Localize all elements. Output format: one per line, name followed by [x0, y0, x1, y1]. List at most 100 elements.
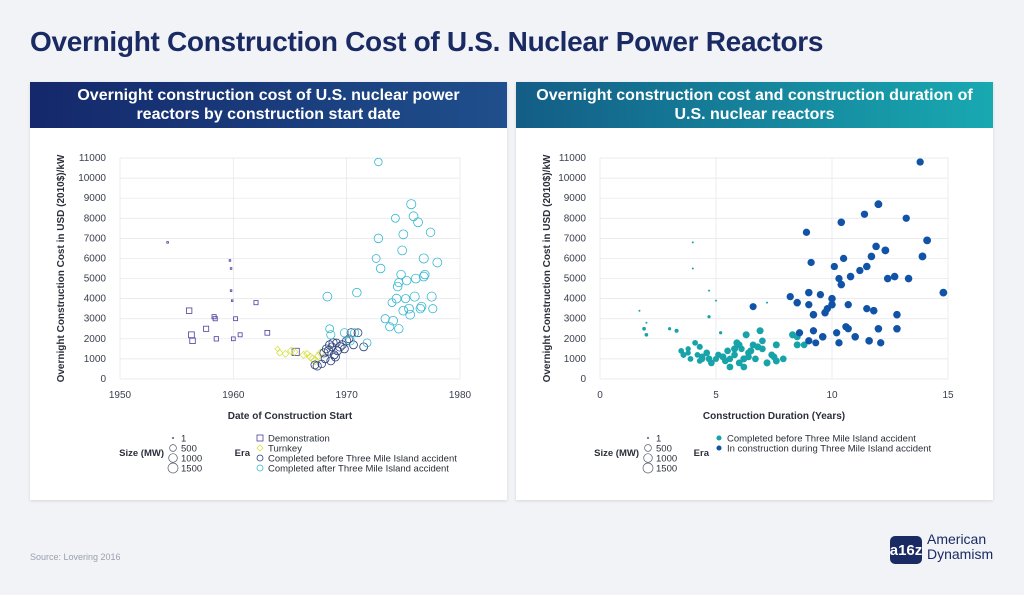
data-point	[742, 331, 750, 339]
y-tick-label: 3000	[564, 314, 587, 325]
data-point	[667, 327, 672, 331]
legend-size-label: 1	[181, 434, 186, 445]
legend-size-marker	[168, 453, 178, 463]
data-point	[816, 290, 825, 299]
data-point	[374, 157, 383, 167]
data-point	[703, 349, 711, 357]
data-point	[233, 316, 238, 322]
left-chart-panel: Overnight construction cost of U.S. nucl…	[30, 82, 507, 500]
data-point	[413, 217, 423, 228]
legend-size-label: 1500	[656, 464, 677, 475]
y-tick-label: 6000	[564, 253, 587, 264]
legend-size-label: 1000	[656, 454, 677, 465]
y-tick-label: 2000	[84, 334, 107, 345]
data-point	[692, 339, 699, 346]
data-point	[902, 214, 910, 222]
data-point	[759, 345, 766, 353]
data-point	[396, 269, 406, 280]
x-tick-label: 0	[597, 390, 603, 401]
data-point	[371, 254, 381, 263]
data-point	[402, 275, 412, 286]
legend-size-marker	[642, 462, 654, 474]
data-point	[745, 353, 752, 361]
legend-era-label: Turnkey	[268, 444, 302, 455]
legend-era-title: Era	[235, 448, 251, 459]
data-point	[310, 356, 320, 366]
data-point	[404, 303, 414, 314]
data-point	[264, 329, 271, 336]
logo-line-1: American	[927, 531, 987, 547]
data-point	[405, 309, 415, 320]
data-point	[212, 316, 218, 322]
right-panel-header: Overnight construction cost and construc…	[516, 82, 993, 128]
data-point	[185, 307, 193, 314]
data-point	[786, 292, 794, 301]
data-point	[832, 329, 841, 337]
y-tick-label: 8000	[564, 213, 587, 224]
legend-era-label: Completed before Three Mile Island accid…	[727, 434, 916, 445]
data-point	[835, 274, 843, 283]
data-point	[322, 291, 333, 302]
data-point	[772, 357, 780, 365]
data-point	[874, 200, 883, 209]
data-point	[345, 336, 355, 346]
x-axis-title: Construction Duration (Years)	[703, 411, 845, 422]
data-point	[409, 291, 420, 302]
data-point	[398, 229, 409, 240]
x-tick-label: 15	[942, 390, 954, 401]
data-point	[837, 218, 846, 227]
legend-size-marker	[169, 444, 177, 452]
data-point	[228, 259, 232, 262]
data-point	[863, 305, 871, 313]
x-tick-label: 1970	[336, 390, 359, 401]
data-point	[805, 301, 813, 309]
data-point	[726, 363, 734, 371]
data-point	[213, 336, 219, 342]
y-tick-label: 5000	[564, 274, 587, 285]
legend-size-marker	[644, 444, 652, 452]
data-point	[802, 228, 811, 236]
legend-era-marker	[256, 454, 264, 462]
data-point	[425, 227, 436, 238]
data-point	[844, 301, 852, 309]
data-point	[747, 347, 755, 355]
data-point	[344, 334, 354, 344]
data-point	[731, 345, 739, 353]
data-point	[698, 355, 706, 363]
data-point	[229, 267, 233, 270]
data-point	[397, 245, 408, 256]
data-point	[406, 199, 417, 210]
data-point	[391, 213, 400, 223]
data-point	[865, 337, 873, 345]
y-tick-label: 9000	[84, 193, 107, 204]
data-point	[203, 325, 210, 332]
legend-era-marker	[256, 444, 264, 452]
y-tick-label: 10000	[78, 173, 106, 184]
data-point	[362, 338, 372, 348]
legend-era-marker	[256, 434, 264, 442]
data-point	[893, 310, 901, 319]
data-point	[874, 324, 883, 333]
data-point	[835, 339, 843, 347]
data-point	[779, 355, 787, 363]
data-point	[680, 351, 687, 358]
data-point	[867, 252, 876, 261]
data-point	[317, 359, 326, 369]
data-point	[809, 310, 818, 319]
data-point	[391, 293, 402, 304]
data-point	[800, 341, 808, 349]
data-point	[189, 337, 196, 344]
data-point	[428, 304, 438, 314]
y-tick-label: 9000	[564, 193, 587, 204]
data-point	[388, 315, 398, 326]
data-point	[674, 328, 679, 333]
data-point	[805, 288, 813, 297]
data-point	[687, 356, 694, 362]
data-point	[839, 254, 848, 263]
data-point	[872, 242, 880, 251]
data-point	[916, 158, 924, 166]
data-point	[373, 233, 384, 244]
data-point	[828, 294, 836, 303]
data-point	[420, 269, 430, 280]
data-point	[237, 332, 243, 338]
